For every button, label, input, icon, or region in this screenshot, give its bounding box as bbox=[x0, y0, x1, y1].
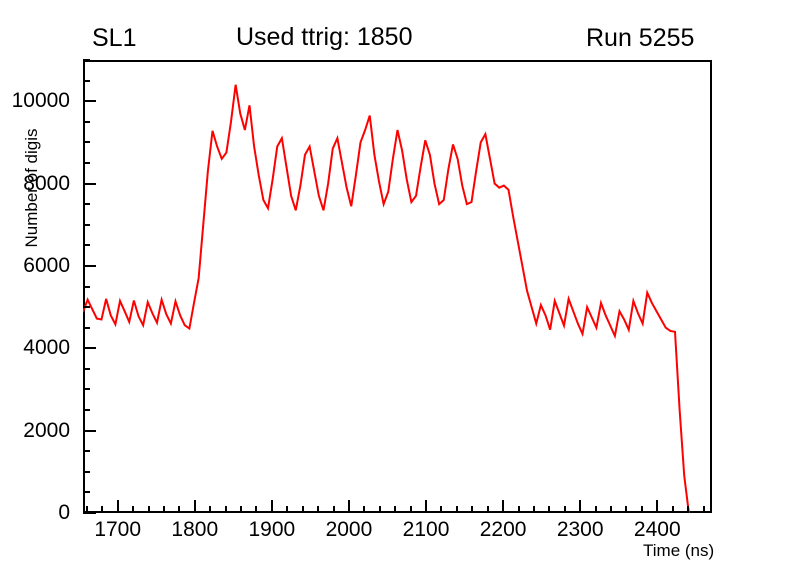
y-tick-minor bbox=[83, 244, 90, 247]
y-tick-minor bbox=[83, 367, 90, 370]
x-tick-label: 1900 bbox=[248, 518, 296, 541]
y-tick-major bbox=[83, 264, 96, 267]
plot-area bbox=[83, 60, 712, 513]
x-tick-label: 2300 bbox=[556, 518, 604, 541]
x-tick-minor bbox=[532, 506, 535, 513]
y-tick-minor bbox=[83, 470, 90, 473]
y-tick-major bbox=[83, 182, 96, 185]
x-tick-minor bbox=[147, 506, 150, 513]
x-tick-label: 1700 bbox=[94, 518, 142, 541]
x-tick-minor bbox=[440, 506, 443, 513]
x-tick-minor bbox=[455, 506, 458, 513]
run-label: Run 5255 bbox=[586, 24, 695, 52]
x-tick-minor bbox=[702, 506, 705, 513]
x-tick-minor bbox=[471, 506, 474, 513]
y-tick-minor bbox=[83, 450, 90, 453]
x-tick-minor bbox=[517, 506, 520, 513]
y-tick-label: 10000 bbox=[11, 89, 70, 113]
y-tick-minor bbox=[83, 491, 90, 494]
y-tick-label: 2000 bbox=[23, 418, 70, 442]
x-tick-minor bbox=[85, 506, 88, 513]
y-tick-labels: 0 2000 4000 6000 8000 10000 bbox=[0, 60, 78, 524]
x-tick-label: 2000 bbox=[325, 518, 373, 541]
x-tick-minor bbox=[610, 506, 613, 513]
y-tick-major bbox=[83, 347, 96, 350]
x-tick-major bbox=[656, 500, 659, 513]
x-tick-minor bbox=[332, 506, 335, 513]
y-tick-minor bbox=[83, 326, 90, 329]
x-tick-major bbox=[116, 500, 119, 513]
x-tick-minor bbox=[162, 506, 165, 513]
y-tick-major bbox=[83, 512, 96, 514]
y-tick-label: 4000 bbox=[23, 336, 70, 360]
x-tick-minor bbox=[687, 506, 690, 513]
x-tick-minor bbox=[625, 506, 628, 513]
x-tick-minor bbox=[394, 506, 397, 513]
x-tick-major bbox=[347, 500, 350, 513]
x-tick-minor bbox=[409, 506, 412, 513]
y-tick-major bbox=[83, 429, 96, 432]
y-tick-minor bbox=[83, 223, 90, 226]
x-tick-label: 2100 bbox=[402, 518, 450, 541]
y-tick-minor bbox=[83, 141, 90, 144]
x-tick-minor bbox=[317, 506, 320, 513]
x-tick-minor bbox=[255, 506, 258, 513]
x-tick-label: 1800 bbox=[171, 518, 219, 541]
x-tick-minor bbox=[486, 506, 489, 513]
x-tick-minor bbox=[363, 506, 366, 513]
x-tick-minor bbox=[209, 506, 212, 513]
x-tick-minor bbox=[563, 506, 566, 513]
x-tick-major bbox=[502, 500, 505, 513]
x-tick-minor bbox=[224, 506, 227, 513]
y-tick-minor bbox=[83, 161, 90, 164]
y-tick-minor bbox=[83, 388, 90, 391]
y-tick-minor bbox=[83, 59, 90, 61]
series-digis-line bbox=[83, 84, 690, 513]
x-tick-minor bbox=[640, 506, 643, 513]
y-tick-label: 6000 bbox=[23, 253, 70, 277]
x-tick-major bbox=[425, 500, 428, 513]
x-tick-minor bbox=[548, 506, 551, 513]
x-tick-minor bbox=[671, 506, 674, 513]
data-line-svg bbox=[83, 84, 690, 513]
x-tick-minor bbox=[101, 506, 104, 513]
x-tick-minor bbox=[378, 506, 381, 513]
x-tick-labels: 1700 1800 1900 2000 2100 2200 2300 2400 bbox=[83, 518, 712, 548]
chart-title: Used ttrig: 1850 bbox=[236, 23, 413, 51]
x-tick-major bbox=[270, 500, 273, 513]
y-tick-major bbox=[83, 100, 96, 103]
x-tick-minor bbox=[286, 506, 289, 513]
x-tick-major bbox=[193, 500, 196, 513]
x-tick-minor bbox=[594, 506, 597, 513]
y-tick-minor bbox=[83, 79, 90, 82]
x-tick-label: 2200 bbox=[479, 518, 527, 541]
y-tick-minor bbox=[83, 409, 90, 412]
panel-label-sl: SL1 bbox=[92, 24, 137, 52]
y-tick-label: 8000 bbox=[23, 171, 70, 195]
x-tick-label: 2400 bbox=[633, 518, 681, 541]
y-tick-label: 0 bbox=[58, 501, 70, 524]
y-tick-minor bbox=[83, 203, 90, 206]
x-tick-minor bbox=[132, 506, 135, 513]
x-tick-minor bbox=[240, 506, 243, 513]
x-tick-minor bbox=[301, 506, 304, 513]
y-tick-minor bbox=[83, 306, 90, 309]
x-axis-label: Time (ns) bbox=[643, 541, 715, 560]
y-tick-minor bbox=[83, 285, 90, 288]
y-tick-minor bbox=[83, 120, 90, 123]
x-tick-minor bbox=[178, 506, 181, 513]
x-tick-major bbox=[579, 500, 582, 513]
